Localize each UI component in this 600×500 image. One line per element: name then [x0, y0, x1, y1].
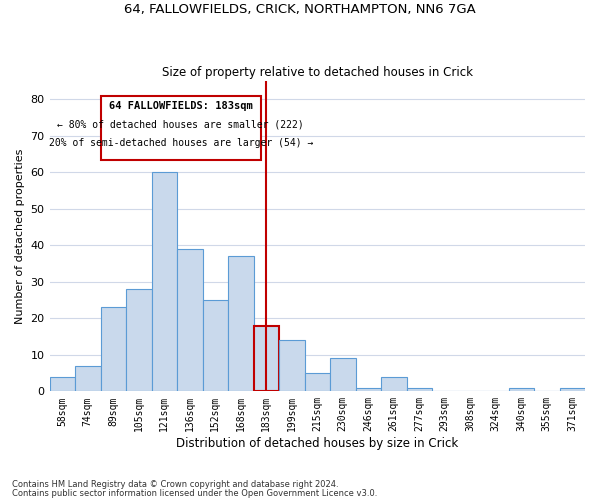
Text: ← 80% of detached houses are smaller (222): ← 80% of detached houses are smaller (22…	[58, 120, 304, 130]
Bar	[356, 388, 381, 392]
Bar	[279, 340, 305, 392]
Text: Contains public sector information licensed under the Open Government Licence v3: Contains public sector information licen…	[12, 489, 377, 498]
Bar	[560, 388, 585, 392]
Bar	[203, 300, 228, 392]
Text: 64 FALLOWFIELDS: 183sqm: 64 FALLOWFIELDS: 183sqm	[109, 101, 253, 111]
X-axis label: Distribution of detached houses by size in Crick: Distribution of detached houses by size …	[176, 437, 458, 450]
Bar	[101, 308, 126, 392]
Text: 20% of semi-detached houses are larger (54) →: 20% of semi-detached houses are larger (…	[49, 138, 313, 147]
FancyBboxPatch shape	[101, 96, 261, 160]
Bar	[75, 366, 101, 392]
Bar	[407, 388, 432, 392]
Bar	[381, 376, 407, 392]
Y-axis label: Number of detached properties: Number of detached properties	[15, 148, 25, 324]
Bar	[152, 172, 177, 392]
Bar	[254, 326, 279, 392]
Bar	[305, 373, 330, 392]
Bar	[126, 289, 152, 392]
Bar	[50, 376, 75, 392]
Title: Size of property relative to detached houses in Crick: Size of property relative to detached ho…	[162, 66, 473, 78]
Bar	[509, 388, 534, 392]
Text: 64, FALLOWFIELDS, CRICK, NORTHAMPTON, NN6 7GA: 64, FALLOWFIELDS, CRICK, NORTHAMPTON, NN…	[124, 2, 476, 16]
Bar	[330, 358, 356, 392]
Bar	[228, 256, 254, 392]
Bar	[177, 249, 203, 392]
Text: Contains HM Land Registry data © Crown copyright and database right 2024.: Contains HM Land Registry data © Crown c…	[12, 480, 338, 489]
